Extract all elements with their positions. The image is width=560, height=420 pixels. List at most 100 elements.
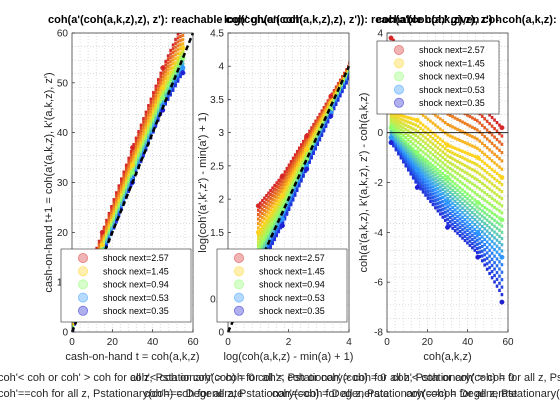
band-point: [436, 171, 440, 175]
band-point: [269, 214, 272, 219]
band-point: [308, 133, 311, 138]
band-point: [171, 54, 175, 58]
band-point: [490, 239, 494, 243]
band-point: [493, 198, 496, 202]
band-point: [306, 139, 309, 143]
band-point: [463, 222, 467, 226]
band-point: [267, 199, 270, 203]
band-point: [169, 52, 172, 56]
band-point: [411, 173, 415, 178]
data-point: [388, 135, 394, 141]
band-point: [281, 204, 285, 208]
band-point: [485, 171, 489, 175]
band-point: [498, 281, 501, 285]
band-point: [416, 181, 420, 185]
band-point: [144, 110, 148, 114]
band-point: [434, 144, 437, 148]
band-point: [476, 246, 479, 251]
band-point: [176, 44, 180, 48]
band-point: [102, 225, 106, 229]
band-point: [498, 288, 501, 292]
band-point: [277, 215, 281, 220]
band-point: [110, 209, 113, 213]
band-point: [451, 184, 454, 188]
legend-label: shock next=0.94: [259, 280, 325, 290]
band-point: [402, 142, 405, 146]
y-tick-label: -8: [374, 328, 383, 339]
band-point: [318, 138, 322, 142]
band-point: [261, 233, 264, 238]
band-point: [434, 206, 437, 210]
data-point: [445, 142, 450, 148]
band-point: [171, 58, 175, 62]
band-point: [302, 155, 305, 159]
band-point: [436, 146, 440, 150]
band-point: [446, 184, 450, 188]
band-point: [448, 178, 452, 182]
band-point: [429, 129, 432, 133]
band-point: [263, 239, 266, 243]
band-point: [446, 209, 450, 213]
band-point: [443, 152, 447, 156]
band-point: [431, 188, 435, 192]
band-point: [485, 240, 489, 244]
band-point: [406, 154, 410, 159]
band-point: [448, 124, 452, 128]
band-point: [314, 126, 317, 130]
band-point: [308, 131, 311, 135]
band-point: [414, 180, 417, 184]
legend-marker: [393, 45, 404, 56]
band-point: [463, 234, 467, 238]
band-point: [453, 224, 457, 229]
data-point: [280, 173, 285, 179]
band-point: [471, 225, 474, 229]
band-point: [310, 136, 313, 140]
band-point: [453, 195, 457, 199]
band-point: [483, 253, 486, 257]
band-point: [122, 170, 126, 174]
band-point: [468, 152, 472, 156]
band-point: [406, 166, 410, 170]
band-point: [137, 133, 140, 137]
legend-label: shock next=2.57: [419, 45, 485, 55]
band-point: [456, 210, 459, 214]
band-point: [164, 63, 167, 67]
band-point: [283, 179, 287, 184]
legend-label: shock next=2.57: [259, 253, 325, 263]
band-point: [271, 201, 274, 205]
band-point: [406, 133, 410, 137]
band-point: [500, 167, 504, 171]
band-point: [304, 153, 307, 157]
band-point: [456, 231, 459, 235]
band-point: [500, 197, 504, 201]
band-point: [273, 205, 276, 210]
band-point: [461, 181, 464, 186]
band-point: [500, 211, 504, 215]
series-2: [388, 125, 505, 223]
band-point: [306, 141, 309, 145]
band-point: [166, 54, 170, 58]
band-point: [436, 115, 440, 119]
band-point: [451, 180, 454, 184]
band-point: [265, 240, 268, 244]
band-point: [392, 117, 395, 121]
band-point: [434, 187, 437, 192]
band-point: [419, 165, 422, 170]
band-point: [142, 123, 145, 127]
band-point: [453, 152, 457, 156]
band-point: [399, 139, 403, 143]
band-point: [426, 117, 430, 121]
band-point: [461, 236, 464, 240]
band-point: [441, 161, 445, 165]
y-axis-label: cash-on-hand t+1 = coh(a'(a,k,z), k'(a,k…: [43, 72, 55, 292]
diagonal-line: [70, 32, 195, 333]
band-point: [490, 211, 494, 215]
band-point: [349, 72, 352, 75]
band-point: [498, 253, 501, 257]
band-point: [416, 146, 420, 150]
band-point: [483, 227, 486, 231]
band-point: [277, 178, 281, 183]
band-point: [289, 160, 293, 164]
band-point: [265, 233, 268, 237]
band-point: [480, 214, 484, 218]
